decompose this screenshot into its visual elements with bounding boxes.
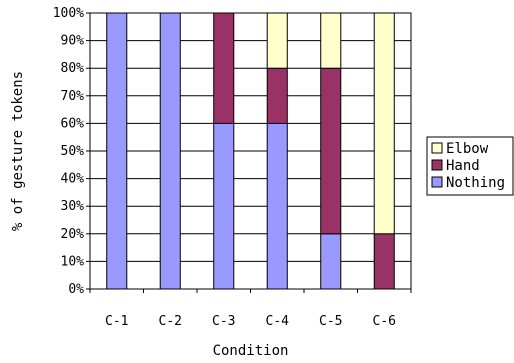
x-tick-label: C-4 bbox=[266, 314, 290, 329]
bar-segment-hand-c-3 bbox=[213, 12, 235, 124]
x-axis-label: Condition bbox=[213, 343, 289, 359]
bar-segment-hand-c-6 bbox=[373, 233, 395, 290]
x-tick-label: C-5 bbox=[319, 314, 342, 329]
y-tick-label: 70% bbox=[61, 89, 85, 104]
legend-label-nothing: Nothing bbox=[446, 175, 505, 191]
y-tick-label: 90% bbox=[61, 34, 85, 49]
axes bbox=[86, 12, 412, 293]
x-tick-label: C-3 bbox=[212, 314, 235, 329]
legend-label-hand: Hand bbox=[446, 158, 480, 174]
bar-segment-nothing-c-4 bbox=[266, 122, 288, 290]
legend-swatch-nothing bbox=[431, 176, 443, 188]
y-tick-label: 80% bbox=[61, 61, 85, 76]
y-tick-label: 60% bbox=[61, 116, 85, 131]
bar-segment-elbow-c-6 bbox=[373, 12, 395, 235]
y-tick-label: 50% bbox=[61, 144, 85, 159]
bar-segment-nothing-c-5 bbox=[320, 233, 342, 290]
bar-segment-nothing-c-2 bbox=[159, 12, 181, 290]
legend-swatch-elbow bbox=[431, 142, 443, 154]
x-tick-labels: C-1 C-2 C-3 C-4 C-5 C-6 bbox=[105, 314, 396, 329]
bar-segment-nothing-c-3 bbox=[213, 122, 235, 290]
y-tick-label: 10% bbox=[61, 254, 85, 269]
bar-segment-nothing-c-1 bbox=[106, 12, 128, 290]
y-axis-label: % of gesture tokens bbox=[10, 71, 26, 231]
x-tick-label: C-2 bbox=[159, 314, 182, 329]
bar-segment-hand-c-4 bbox=[266, 67, 288, 124]
bars bbox=[106, 12, 395, 290]
x-tick-label: C-6 bbox=[373, 314, 396, 329]
y-tick-label: 30% bbox=[61, 199, 85, 214]
y-tick-label: 0% bbox=[68, 282, 84, 297]
y-tick-label: 100% bbox=[53, 6, 84, 21]
bar-segment-elbow-c-4 bbox=[266, 12, 288, 69]
bar-segment-hand-c-5 bbox=[320, 67, 342, 235]
y-tick-labels: 0% 10% 20% 30% 40% 50% 60% 70% 80% 90% 100% bbox=[53, 6, 84, 297]
legend-swatch-hand bbox=[431, 159, 443, 171]
plot-border bbox=[89, 12, 412, 290]
legend-label-elbow: Elbow bbox=[446, 141, 489, 157]
bar-segment-elbow-c-5 bbox=[320, 12, 342, 69]
y-tick-label: 40% bbox=[61, 172, 85, 187]
x-tick-label: C-1 bbox=[105, 314, 128, 329]
gridlines bbox=[90, 12, 411, 290]
y-tick-label: 20% bbox=[61, 227, 85, 242]
